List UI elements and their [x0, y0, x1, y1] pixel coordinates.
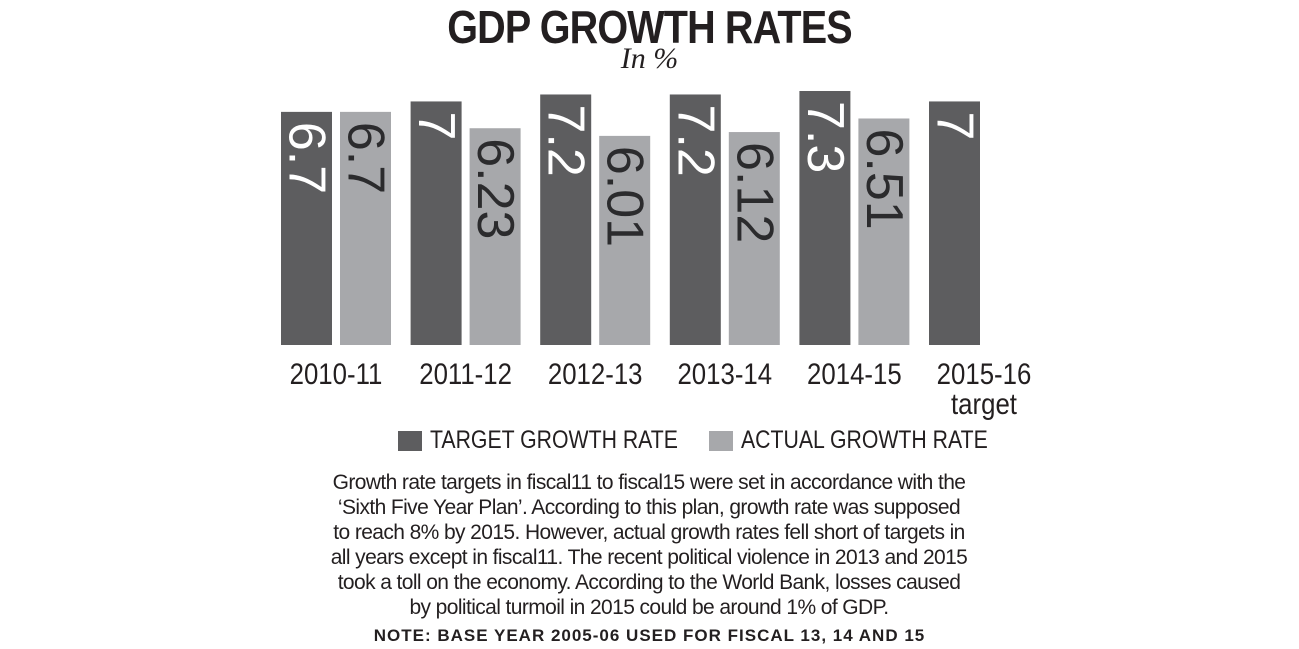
bar-actual-2: [599, 135, 651, 345]
x-tick-label-2: 2012-13: [548, 357, 643, 390]
data-label-target-4: 7.3: [796, 101, 854, 173]
data-label-target-5: 7: [926, 111, 984, 140]
note-text: NOTE: BASE YEAR 2005-06 USED FOR FISCAL …: [373, 626, 926, 645]
data-label-actual-2: 6.01: [596, 146, 654, 247]
legend-swatch-target: [398, 430, 422, 451]
chart-title: GDP GROWTH RATES: [447, 1, 852, 53]
bar-target-2: [540, 94, 592, 345]
data-label-actual-4: 6.51: [855, 128, 913, 229]
bar-actual-4: [858, 118, 910, 345]
legend-item-target: TARGET GROWTH RATE: [398, 426, 722, 455]
legend-swatch-actual: [709, 430, 733, 451]
legend-item-actual: ACTUAL GROWTH RATE: [709, 426, 1031, 455]
x-tick-label-4: 2014-15: [807, 357, 902, 390]
data-label-target-1: 7: [407, 111, 465, 140]
legend-label-actual: ACTUAL GROWTH RATE: [741, 426, 988, 454]
bar-actual-0: [340, 111, 391, 345]
x-tick-label-0: 2010-11: [290, 357, 383, 390]
bar-chart: 6.7 6.72010-1176.232011-127.26.012012-137…: [278, 91, 1032, 421]
x-tick-label-5: 2015-16 target: [937, 357, 1032, 420]
bar-actual-1: [469, 128, 521, 345]
bar-target-1: [410, 101, 462, 345]
legend-label-target: TARGET GROWTH RATE: [430, 426, 678, 454]
bar-actual-3: [728, 132, 780, 345]
data-label-target-2: 7.2: [537, 104, 595, 176]
chart-subtitle: In %: [620, 42, 679, 75]
description-text: Growth rate targets in fiscal11 to fisca…: [330, 471, 968, 619]
bar-target-4: [799, 91, 851, 345]
bar-target-3: [669, 94, 721, 345]
x-tick-label-1: 2011-12: [419, 357, 512, 390]
data-label-target-0: 6.7: [278, 122, 336, 194]
bar-target-5: [929, 101, 980, 345]
x-tick-label-3: 2013-14: [677, 357, 772, 390]
data-label-actual-3: 6.12: [725, 142, 783, 243]
data-label-target-3: 7.2: [666, 104, 724, 176]
data-label-actual-1: 6.23: [466, 138, 524, 239]
data-label-actual-0: 6.7: [337, 122, 395, 194]
chart-legend: TARGET GROWTH RATE ACTUAL GROWTH RATE: [0, 426, 1299, 456]
bar-target-0: [281, 111, 332, 345]
